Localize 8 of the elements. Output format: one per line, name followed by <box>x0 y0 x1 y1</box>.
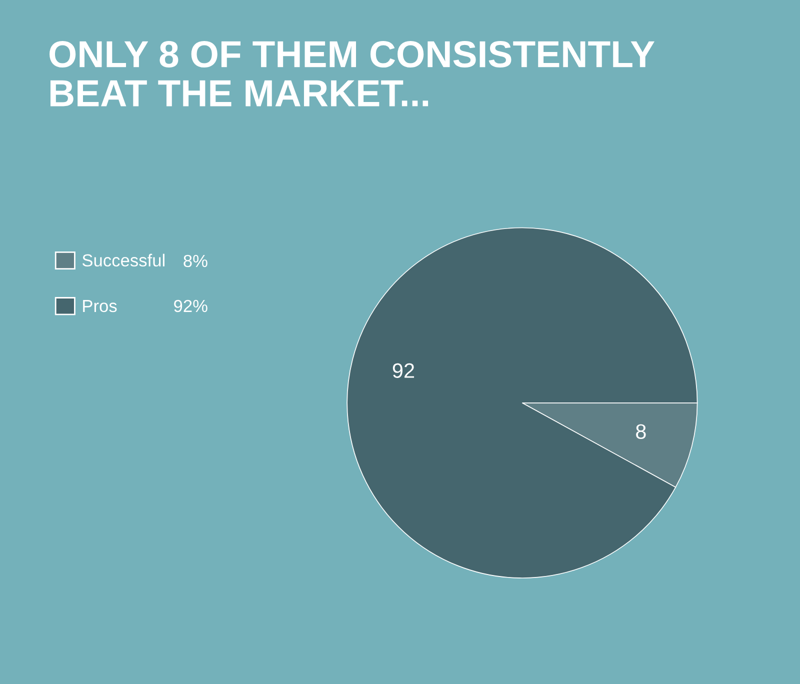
legend-label: Successful <box>82 254 164 267</box>
legend-label: Pros <box>83 300 117 312</box>
data-label: 8 <box>636 424 646 439</box>
data-label: 92 <box>392 363 414 378</box>
pie-slice <box>346 227 698 578</box>
text: 8% <box>184 254 208 268</box>
text: 92% <box>174 300 208 312</box>
chart-title: ONLY 8 OF THEM CONSISTENTLY BEAT THE MARKET... <box>50 40 655 106</box>
